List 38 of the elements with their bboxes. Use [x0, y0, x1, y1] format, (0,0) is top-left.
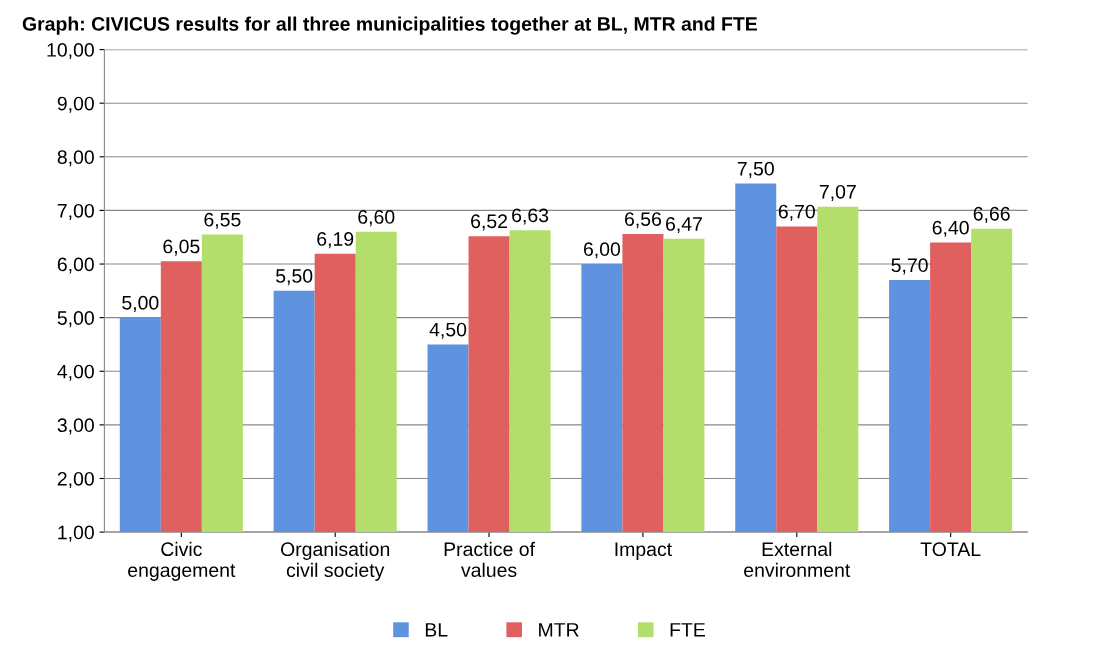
data-label: 6,05	[163, 239, 200, 256]
y-tick-label: 4,00	[57, 364, 94, 381]
chart-title: Graph: CIVICUS results for all three municipalities together at BL, MTR and FTE	[22, 16, 757, 35]
data-label: 7,50	[737, 161, 774, 178]
data-label: 6,55	[204, 212, 241, 229]
x-tick-label: Practice of values	[444, 541, 536, 578]
y-tick-label: 1,00	[58, 525, 94, 542]
data-label: 6,47	[666, 217, 702, 234]
legend-label: FTE	[670, 623, 705, 637]
x-tick-label: TOTAL	[920, 542, 981, 557]
data-label: 6,52	[471, 214, 507, 231]
y-tick-label: 3,00	[57, 418, 94, 435]
y-tick-label: 6,00	[57, 257, 94, 274]
x-tick-label: Impact	[615, 542, 672, 560]
data-label: 5,00	[122, 295, 159, 312]
data-label: 6,00	[583, 242, 621, 259]
y-tick-label: 9,00	[57, 96, 94, 113]
y-tick-label: 5,00	[57, 311, 94, 328]
data-label: 5,50	[276, 269, 313, 286]
y-tick-label: 2,00	[57, 471, 94, 489]
data-label: 6,40	[932, 220, 969, 237]
data-label: 5,70	[891, 258, 928, 275]
legend-label: BL	[425, 623, 448, 637]
data-label: 6,56	[624, 212, 661, 229]
data-label: 4,50	[429, 322, 467, 339]
data-label: 6,63	[512, 208, 549, 225]
legend-label: MTR	[539, 623, 579, 637]
y-tick-label: 8,00	[57, 150, 94, 167]
y-tick-label: 7,00	[57, 203, 94, 220]
x-tick-label: Organisation civil society	[281, 541, 390, 581]
data-label: 7,07	[819, 184, 856, 201]
y-tick-label: 10,00	[47, 43, 94, 60]
x-tick-label: External environment	[744, 541, 851, 578]
data-label: 6,19	[317, 232, 354, 249]
data-label: 6,70	[778, 204, 815, 221]
data-label: 6,66	[973, 206, 1010, 223]
data-label: 6,60	[358, 210, 395, 227]
x-tick-label: Civic engagement	[128, 541, 236, 581]
